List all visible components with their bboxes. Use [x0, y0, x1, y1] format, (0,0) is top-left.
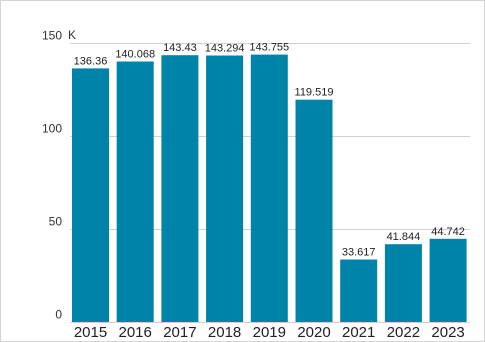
- x-tick-label-2018: 2018: [208, 324, 241, 341]
- data-label-2022: 41.844: [387, 231, 421, 243]
- bar-2017: [161, 55, 199, 322]
- y-tick-label: 50: [49, 215, 63, 229]
- x-tick-label-2017: 2017: [163, 324, 196, 341]
- x-tick-label-2016: 2016: [119, 324, 152, 341]
- data-label-2018: 143.294: [205, 43, 245, 55]
- bar-2015: [72, 68, 109, 323]
- bars: [72, 54, 467, 323]
- data-label-2020: 119.519: [295, 87, 334, 99]
- x-tick-label-2022: 2022: [387, 324, 420, 341]
- x-tick-label-2020: 2020: [297, 324, 330, 341]
- y-tick-label: 0: [55, 308, 62, 322]
- bar-2016: [116, 61, 154, 322]
- x-tick-label-2021: 2021: [342, 324, 375, 341]
- data-label-2021: 33.617: [342, 247, 376, 259]
- y-tick-label: 150: [42, 29, 62, 43]
- data-labels: 136.36 140.068 143.43 143.294 143.755 119.519…: [74, 42, 465, 259]
- data-label-2016: 140.068: [115, 49, 155, 61]
- y-tick-label: 100: [42, 122, 62, 136]
- x-tick-label-2019: 2019: [253, 324, 286, 341]
- bar-2020: [295, 99, 333, 322]
- bar-2019: [250, 54, 288, 322]
- bar-2023: [429, 238, 467, 322]
- y-axis-unit: K: [68, 28, 76, 42]
- bar-2021: [340, 259, 378, 322]
- bar-2022: [384, 244, 422, 322]
- y-axis-ticks: 0 50 100 150: [42, 29, 62, 322]
- data-label-2019: 143.755: [249, 42, 289, 54]
- data-label-2015: 136.36: [74, 55, 108, 67]
- x-tick-label-2023: 2023: [431, 324, 464, 341]
- data-label-2017: 143.43: [163, 42, 197, 54]
- data-label-2023: 44.742: [431, 226, 465, 238]
- x-axis-ticks: 2015 2016 2017 2018 2019 2020 2021 2022 2023: [74, 324, 465, 341]
- bar-2018: [206, 55, 244, 322]
- x-tick-label-2015: 2015: [74, 324, 107, 341]
